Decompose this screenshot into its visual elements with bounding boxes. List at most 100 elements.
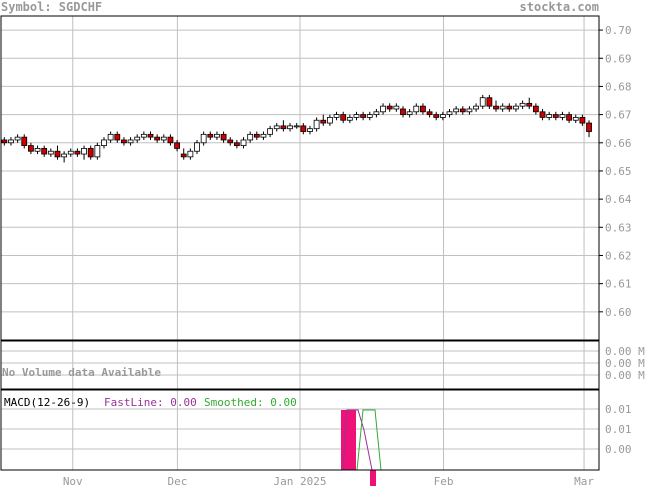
candle-body xyxy=(539,111,546,118)
candle-body xyxy=(280,125,287,130)
candle-body xyxy=(267,128,274,135)
site-label[interactable]: stockta.com xyxy=(519,0,599,14)
candle-body xyxy=(393,105,400,110)
candle-body xyxy=(293,125,300,128)
candle-body xyxy=(426,111,433,116)
y-tick-label: 0.63 xyxy=(605,221,632,234)
candle-body xyxy=(466,108,473,113)
candle-body xyxy=(260,133,267,138)
candle-body xyxy=(233,142,240,146)
candle-body xyxy=(360,114,367,118)
y-tick-label: 0.69 xyxy=(605,52,632,65)
candle-body xyxy=(493,105,499,110)
x-tick-label: Jan 2025 xyxy=(274,475,327,486)
candle-body xyxy=(513,105,519,110)
vol-tick-label: 0.00 M xyxy=(605,357,645,370)
candle-body xyxy=(180,153,187,158)
candle-body xyxy=(47,150,54,155)
y-tick-label: 0.60 xyxy=(605,306,632,319)
vol-tick-label: 0.00 M xyxy=(605,345,645,358)
candle-body xyxy=(572,117,579,121)
candle-body xyxy=(559,114,566,118)
macd-label: MACD(12-26-9) xyxy=(4,396,90,409)
candle-body xyxy=(101,139,107,146)
candle-body xyxy=(200,133,207,144)
candle-body xyxy=(94,145,101,158)
candle-body xyxy=(526,102,533,107)
candle-body xyxy=(87,148,94,158)
candle-body xyxy=(253,133,260,138)
macd-smoothed-line xyxy=(356,409,382,471)
y-tick-label: 0.64 xyxy=(605,193,632,206)
symbol-label: Symbol: SGDCHF xyxy=(1,0,103,14)
candle-body xyxy=(114,133,121,141)
candle-body xyxy=(579,117,586,124)
y-tick-label: 0.68 xyxy=(605,80,632,93)
candle-body xyxy=(479,97,486,107)
macd-tick-label: 0.01 xyxy=(605,423,632,436)
axis-labels: Nov Dec Jan 2025 Feb Mar 0.70 0.69 0.68 0.67 0.66… xyxy=(63,24,645,486)
candle-body xyxy=(326,117,333,124)
candle-body xyxy=(14,136,21,141)
candle-body xyxy=(154,136,161,141)
panel-frame xyxy=(0,15,600,341)
candle-body xyxy=(8,139,14,144)
candle-body xyxy=(439,114,446,118)
candle-body xyxy=(300,125,307,132)
candle-body xyxy=(459,108,466,113)
candle-body xyxy=(27,145,34,152)
macd-bar xyxy=(341,410,356,470)
candle-body xyxy=(433,114,440,118)
candle-body xyxy=(340,114,347,121)
candle-body xyxy=(499,105,506,110)
vol-tick-label: 0.00 M xyxy=(605,369,645,382)
candle-body xyxy=(320,119,327,124)
candle-body xyxy=(167,136,174,144)
candle-body xyxy=(446,111,453,116)
candle-body xyxy=(41,148,48,155)
candle-body xyxy=(566,114,572,121)
candle-body xyxy=(174,142,180,149)
macd-panel-marks xyxy=(341,409,382,486)
candle-body xyxy=(420,105,426,113)
candle-body xyxy=(214,133,220,138)
candle-body xyxy=(313,119,320,130)
candle-body xyxy=(552,114,559,118)
candle-body xyxy=(207,133,214,138)
candle-body xyxy=(373,111,380,116)
candle-body xyxy=(506,105,513,110)
candle-body xyxy=(34,148,41,152)
candle-body xyxy=(586,122,592,132)
y-tick-label: 0.67 xyxy=(605,109,632,122)
candle-body xyxy=(220,133,227,141)
candle-body xyxy=(546,114,553,118)
candle-body xyxy=(121,139,127,144)
candle-body xyxy=(240,139,247,146)
no-volume-message: No Volume data Available xyxy=(2,366,161,379)
macd-fastline-label: FastLine: 0.00 xyxy=(104,396,197,409)
x-tick-label: Nov xyxy=(63,475,83,486)
candle-body xyxy=(21,136,28,147)
candle-body xyxy=(400,108,406,116)
macd-tick-label: 0.01 xyxy=(605,403,632,416)
price-candles xyxy=(1,94,592,163)
candle-body xyxy=(107,133,114,141)
candle-body xyxy=(380,105,386,113)
candle-body xyxy=(273,125,280,130)
x-tick-label: Dec xyxy=(167,475,187,486)
candle-body xyxy=(54,150,61,158)
macd-fastline xyxy=(342,409,373,471)
candle-body xyxy=(147,133,154,138)
x-tick-label: Feb xyxy=(434,475,454,486)
candle-body xyxy=(473,105,479,110)
candle-body xyxy=(333,114,340,118)
candle-body xyxy=(386,105,393,110)
candle-body xyxy=(134,136,141,141)
candle-body xyxy=(486,97,493,107)
candle-body xyxy=(519,102,526,107)
candle-body xyxy=(61,153,68,158)
macd-tick-label: 0.00 xyxy=(605,443,632,456)
candle-body xyxy=(127,139,134,144)
grid-layer xyxy=(1,16,603,470)
